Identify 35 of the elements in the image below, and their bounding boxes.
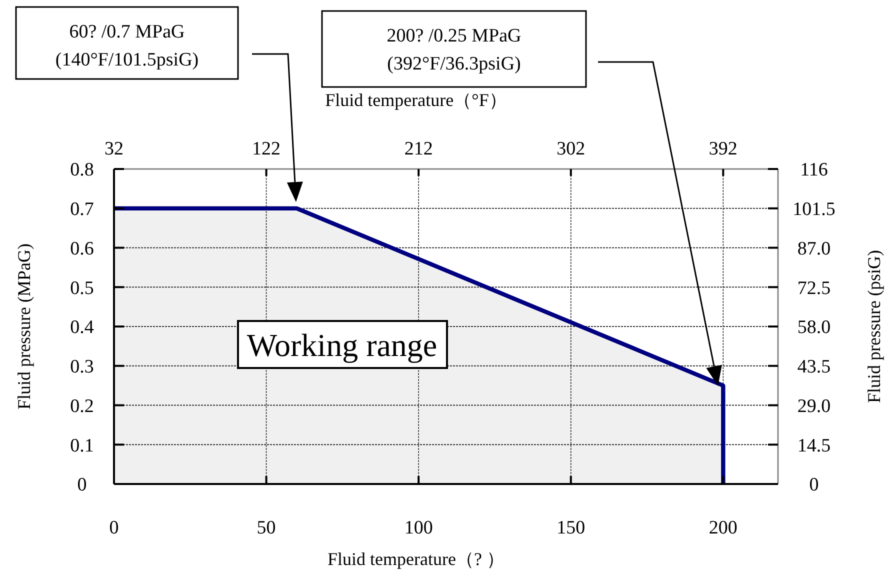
- y2-tick-label: 43.5: [797, 356, 831, 378]
- y-tick-label: 0.1: [70, 435, 94, 456]
- y2-tick-label: 14.5: [797, 435, 831, 456]
- x-tick-label: 0: [109, 518, 119, 539]
- text: 200? /0.25 MPaG (392°F/36.3psiG): [386, 26, 522, 75]
- x2-tick-label: 212: [404, 138, 433, 160]
- x2-tick-label: 392: [708, 138, 738, 160]
- y2-tick-label: 72.5: [797, 278, 831, 299]
- y-axis-title: Fluid pressure (MPaG): [14, 244, 34, 410]
- y-tick-label: 0.8: [70, 160, 94, 181]
- y2-tick-label: 0: [809, 474, 819, 496]
- x-tick-label: 100: [404, 518, 433, 539]
- x2-tick-label: 302: [556, 138, 586, 160]
- y2-axis-title: Fluid pressure (psiG): [864, 250, 884, 403]
- y2-tick-label: 101.5: [792, 199, 836, 220]
- y-tick-label: 0: [77, 474, 87, 496]
- annotation: Working range: [246, 327, 438, 364]
- y-tick-label: 0.4: [70, 317, 94, 338]
- y-tick-label: 0.5: [70, 278, 94, 299]
- x-tick-label: 150: [556, 518, 586, 539]
- y2-tick-label: 116: [800, 160, 828, 181]
- x-tick-label: 200: [708, 518, 738, 539]
- x2-tick-label: 32: [104, 138, 124, 160]
- x-tick-label: 50: [256, 518, 276, 539]
- y-tick-label: 0.7: [70, 199, 94, 220]
- text: 60? /0.7 MPaG (140°F/101.5psiG): [55, 22, 199, 71]
- y-tick-label: 0.3: [70, 356, 94, 378]
- x2-axis-title: Fluid temperature（°F）: [325, 90, 507, 110]
- y-tick-label: 0.6: [70, 238, 94, 260]
- y-tick-label: 0.2: [70, 396, 94, 417]
- x2-tick-label: 122: [252, 138, 281, 160]
- y2-tick-label: 58.0: [797, 317, 831, 338]
- x-axis-title: Fluid temperature（? ）: [328, 549, 504, 569]
- y2-tick-label: 29.0: [797, 396, 831, 417]
- y2-tick-label: 87.0: [797, 238, 831, 260]
